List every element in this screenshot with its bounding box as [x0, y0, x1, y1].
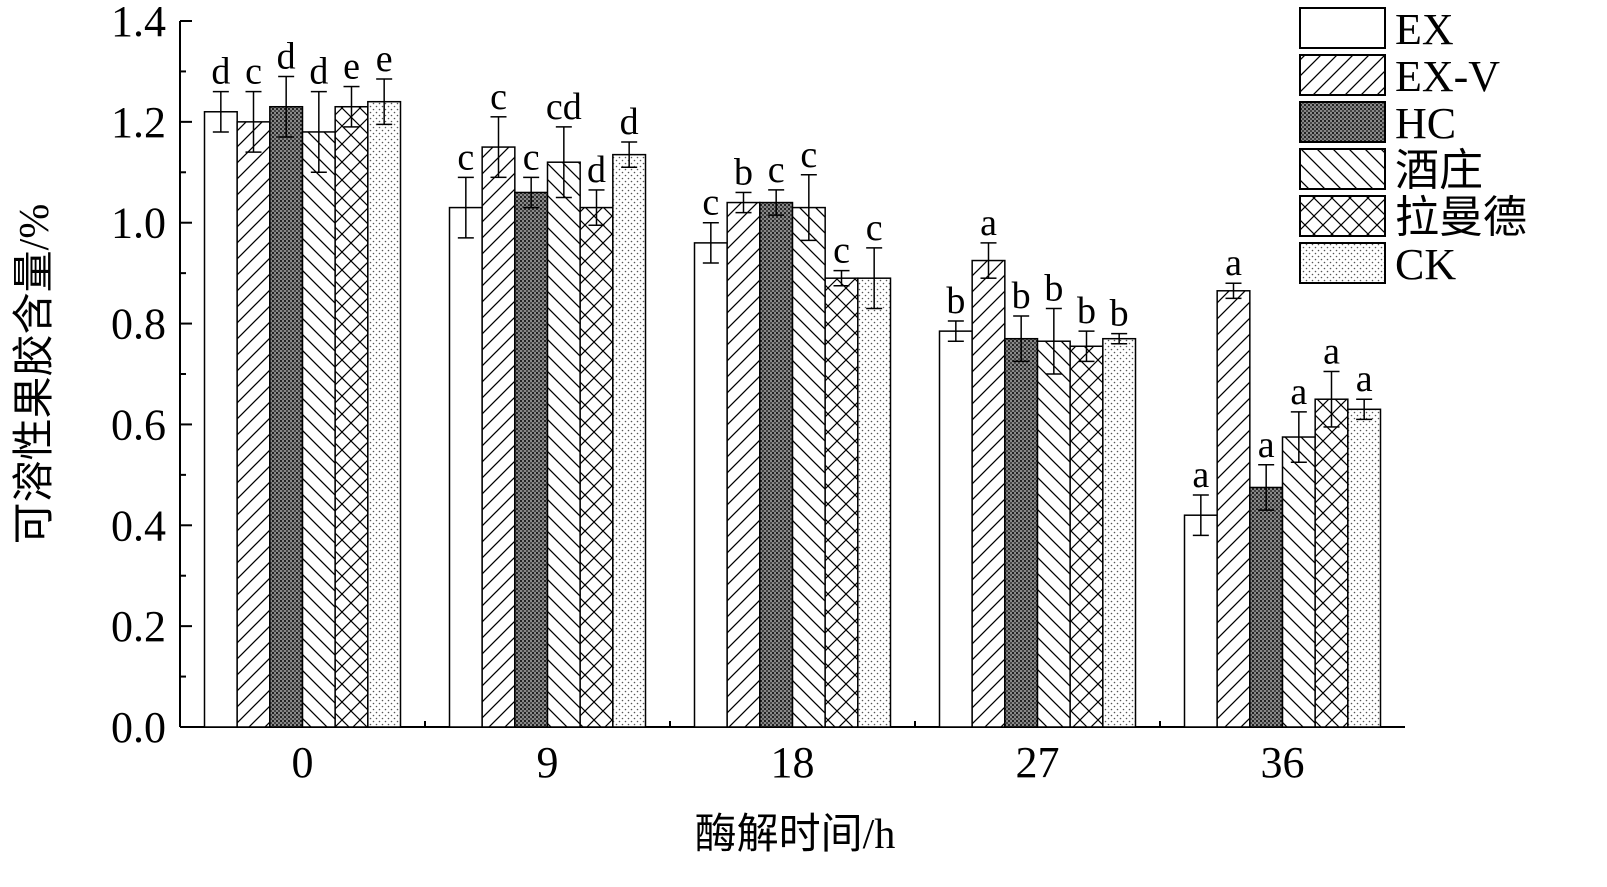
legend-swatch — [1299, 101, 1386, 143]
bar — [1183, 514, 1218, 728]
bar — [203, 111, 238, 728]
bar — [1347, 408, 1382, 728]
x-tick-label: 0 — [292, 738, 314, 787]
y-tick-label: 0.2 — [111, 602, 166, 651]
significance-letter: c — [833, 230, 850, 272]
significance-letter: c — [457, 136, 474, 178]
legend-label: CK — [1395, 240, 1456, 289]
significance-letter: a — [1225, 242, 1242, 284]
y-tick-label: 1.2 — [111, 98, 166, 147]
legend-label: HC — [1395, 99, 1456, 148]
x-tick-label: 36 — [1261, 738, 1305, 787]
bar — [1314, 398, 1349, 728]
bar — [579, 206, 614, 728]
bar — [546, 161, 581, 728]
legend-swatch — [1299, 148, 1386, 190]
significance-letter: a — [1192, 454, 1209, 496]
bar — [971, 259, 1006, 728]
significance-letter: c — [523, 136, 540, 178]
significance-letter: b — [946, 280, 965, 322]
significance-letter: cd — [546, 86, 582, 128]
y-tick-label: 0.4 — [111, 501, 166, 550]
significance-letter: c — [866, 207, 883, 249]
x-axis-title: 酶解时间/h — [695, 812, 896, 858]
bar — [481, 146, 516, 728]
legend-label: EX-V — [1395, 52, 1500, 101]
bar — [824, 277, 859, 728]
y-tick-label: 0.0 — [111, 703, 166, 752]
significance-letter: c — [768, 149, 785, 191]
bar — [514, 191, 549, 728]
significance-letter: b — [1044, 267, 1063, 309]
bar — [612, 153, 647, 728]
bar — [301, 131, 336, 728]
legend-swatch — [1299, 242, 1386, 284]
significance-letter: b — [1077, 290, 1096, 332]
significance-letter: a — [1323, 330, 1340, 372]
legend-swatch — [1299, 7, 1386, 49]
significance-letter: d — [277, 35, 296, 77]
significance-letter: b — [734, 151, 753, 193]
significance-letter: e — [376, 38, 393, 80]
significance-letter: b — [1110, 293, 1129, 335]
bar — [448, 206, 483, 728]
legend-swatch — [1299, 54, 1386, 96]
bar — [759, 201, 794, 728]
significance-letter: e — [343, 46, 360, 88]
bar — [1069, 345, 1104, 728]
significance-letter: a — [1356, 358, 1373, 400]
bar — [1036, 340, 1071, 728]
y-axis-title: 可溶性果胶含量/% — [11, 204, 58, 545]
bar — [857, 277, 892, 728]
legend-label: 酒庄 — [1395, 146, 1483, 195]
significance-letter: c — [702, 182, 719, 224]
legend-label: EX — [1395, 5, 1454, 54]
x-tick-label: 9 — [537, 738, 559, 787]
significance-letter: b — [1012, 275, 1031, 317]
bar — [236, 121, 271, 728]
x-tick-label: 18 — [771, 738, 815, 787]
bar — [1004, 337, 1039, 728]
bar — [334, 105, 369, 728]
significance-letter: d — [211, 51, 230, 93]
significance-letter: a — [1290, 371, 1307, 413]
bar — [938, 330, 973, 728]
x-tick-label: 27 — [1016, 738, 1060, 787]
legend-label: 拉曼德 — [1395, 193, 1527, 242]
y-tick-label: 0.6 — [111, 400, 166, 449]
bar — [726, 201, 761, 728]
bar — [1281, 436, 1316, 728]
significance-letter: a — [1258, 424, 1275, 466]
significance-letter: c — [245, 51, 262, 93]
significance-letter: c — [800, 134, 817, 176]
bar — [791, 206, 826, 728]
significance-letter: c — [490, 76, 507, 118]
significance-letter: d — [309, 51, 328, 93]
significance-letter: a — [980, 202, 997, 244]
significance-letter: d — [587, 149, 606, 191]
y-tick-label: 1.4 — [111, 0, 166, 46]
y-tick-label: 1.0 — [111, 199, 166, 248]
y-tick-label: 0.8 — [111, 300, 166, 349]
bar — [693, 242, 728, 728]
bar — [1216, 290, 1251, 728]
bar — [367, 100, 402, 728]
significance-letter: d — [620, 101, 639, 143]
bar — [1249, 486, 1284, 728]
bar — [269, 105, 304, 728]
bar — [1102, 337, 1137, 728]
legend-swatch — [1299, 195, 1386, 237]
